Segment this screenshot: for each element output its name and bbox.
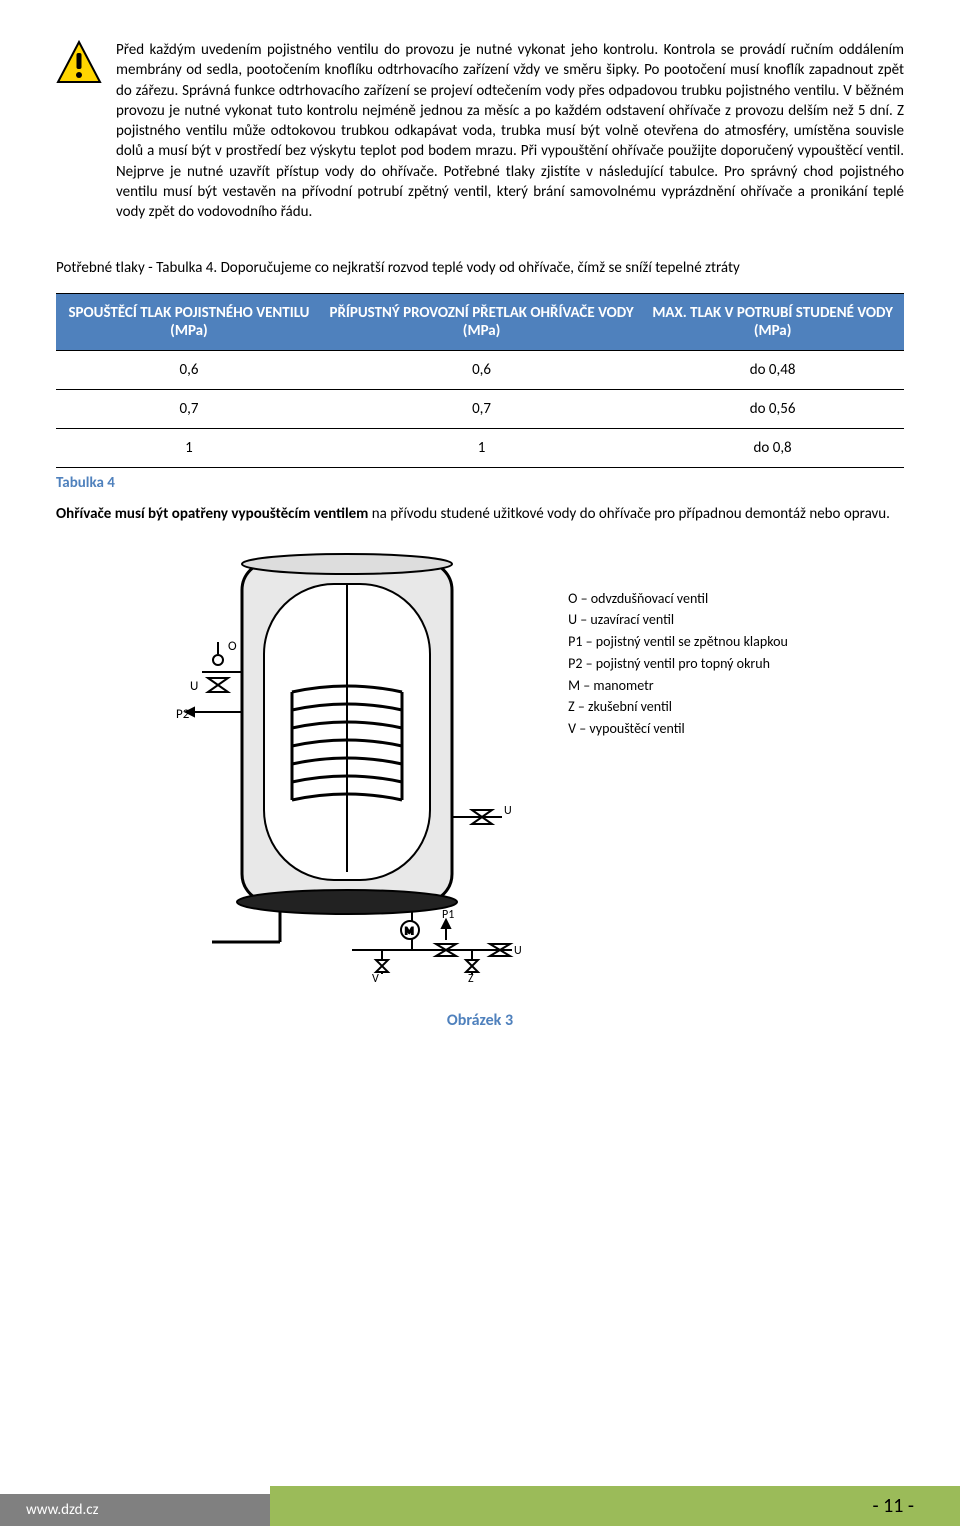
table-header: PŘÍPUSTNÝ PROVOZNÍ PŘETLAK OHŘÍVAČE VODY…	[322, 293, 641, 350]
table-cell: 1	[56, 428, 322, 467]
svg-text:V: V	[372, 972, 379, 982]
legend-item: O – odvzdušňovací ventil	[568, 588, 788, 610]
footer-page-number: - 11 -	[270, 1486, 960, 1526]
table-row: 0,6 0,6 do 0,48	[56, 350, 904, 389]
figure-caption: Obrázek 3	[56, 1011, 904, 1030]
legend-item: Z – zkušební ventil	[568, 696, 788, 718]
table-cell: 1	[322, 428, 641, 467]
legend-item: P2 – pojistný ventil pro topný okruh	[568, 653, 788, 675]
svg-text:U: U	[514, 944, 522, 958]
legend-item: M – manometr	[568, 675, 788, 697]
table-row: 0,7 0,7 do 0,56	[56, 389, 904, 428]
footer-url: www.dzd.cz	[0, 1494, 270, 1526]
svg-text:O: O	[228, 639, 237, 654]
pressure-subheading: Potřebné tlaky - Tabulka 4. Doporučujeme…	[56, 258, 904, 278]
pressure-table: SPOUŠTĚCÍ TLAK POJISTNÉHO VENTILU (MPa) …	[56, 293, 904, 468]
svg-text:P1: P1	[442, 908, 454, 922]
page-footer: - 11 - www.dzd.cz	[0, 1486, 960, 1526]
table-row: 1 1 do 0,8	[56, 428, 904, 467]
heater-diagram: O U P2 U M	[172, 542, 532, 987]
svg-text:U: U	[504, 804, 512, 818]
table-cell: do 0,8	[641, 428, 904, 467]
legend-item: P1 – pojistný ventil se zpětnou klapkou	[568, 631, 788, 653]
table-header: MAX. TLAK V POTRUBÍ STUDENÉ VODY (MPa)	[641, 293, 904, 350]
legend-item: U – uzavírací ventil	[568, 609, 788, 631]
table-cell: 0,7	[322, 389, 641, 428]
svg-text:Z: Z	[468, 972, 474, 982]
main-paragraph: Před každým uvedením pojistného ventilu …	[116, 40, 904, 222]
svg-text:U: U	[190, 679, 198, 694]
table-cell: 0,6	[56, 350, 322, 389]
drain-valve-note: Ohřívače musí být opatřeny vypouštěcím v…	[56, 504, 904, 524]
table-cell: do 0,56	[641, 389, 904, 428]
svg-text:M: M	[405, 924, 414, 937]
table-cell: 0,7	[56, 389, 322, 428]
drain-valve-bold: Ohřívače musí být opatřeny vypouštěcím v…	[56, 505, 368, 523]
legend-item: V – vypouštěcí ventil	[568, 718, 788, 740]
table-cell: do 0,48	[641, 350, 904, 389]
diagram-legend: O – odvzdušňovací ventil U – uzavírací v…	[568, 542, 788, 740]
warning-icon	[56, 40, 102, 222]
svg-text:P2: P2	[176, 707, 190, 722]
drain-valve-rest: na přívodu studené užitkové vody do ohří…	[368, 505, 890, 523]
table-caption: Tabulka 4	[56, 474, 904, 492]
table-cell: 0,6	[322, 350, 641, 389]
table-header: SPOUŠTĚCÍ TLAK POJISTNÉHO VENTILU (MPa)	[56, 293, 322, 350]
